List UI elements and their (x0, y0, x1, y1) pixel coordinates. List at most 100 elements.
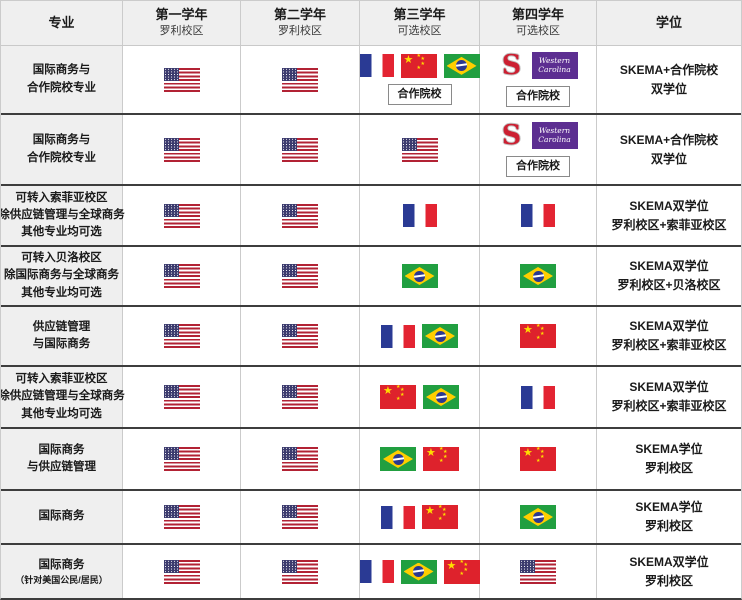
year2-cell (241, 46, 360, 113)
france-flag (381, 505, 415, 529)
western-carolina-logo: Western Carolina (531, 52, 578, 80)
table-row: 可转入索菲亚校区 除供应链管理与全球商务 其他专业均可选 SKEMA双学位 罗利校区+索… (1, 184, 741, 245)
degree-label: SKEMA双学位 (629, 198, 709, 213)
header-degree-label: 学位 (655, 14, 682, 30)
degree-label: 罗利校区+索菲亚校区 (611, 399, 727, 413)
china-flag: ★ ★ ★ ★ ★ (400, 53, 437, 78)
partner-school-box: 合作院校 (506, 85, 570, 108)
major-sublabel: （针对美国公民/居民） (15, 574, 108, 585)
table-row: 国际商务与 合作院校专业 ★ ★ ★ ★ ★ 合作院校 S Western Carolina 合作院校… (1, 45, 741, 113)
flag-group (282, 559, 318, 584)
year3-cell: ★ ★ ★ ★ ★ (360, 491, 480, 543)
flag-group (163, 67, 200, 92)
star-glyph: ★ (425, 505, 435, 517)
degree-label: SKEMA+合作院校 (619, 132, 719, 147)
table-row: 供应链管理 与国际商务 ★ ★ ★ ★ ★ SKEMA双学位 罗利校区+索菲亚校区 (1, 305, 741, 365)
degree-label: SKEMA双学位 (629, 554, 709, 569)
year2-cell (241, 307, 360, 365)
flag-group: ★ ★ ★ ★ ★ (520, 324, 556, 348)
us-flag (282, 264, 318, 288)
us-flag-canton (282, 447, 297, 460)
star-glyph: ★ (459, 570, 464, 577)
header-year3-subtitle: 可选校区 (397, 25, 442, 38)
degree-label: SKEMA学位 (635, 442, 703, 457)
flag-group: ★ ★ ★ ★ ★ (380, 385, 459, 409)
star-glyph: ★ (463, 561, 468, 568)
year2-cell (241, 247, 360, 305)
star-glyph: ★ (438, 505, 443, 510)
star-glyph: ★ (400, 387, 405, 393)
year3-cell: ★ ★ ★ ★ ★ (360, 429, 480, 489)
us-flag (520, 559, 556, 584)
us-flag (163, 559, 200, 584)
major-cell: 可转入索菲亚校区 除供应链管理与全球商务 其他专业均可选 (1, 367, 125, 427)
flag-group (401, 264, 438, 288)
degree-label: 双学位 (650, 151, 687, 166)
star-glyph: ★ (439, 447, 444, 452)
major-label: 国际商务 (38, 558, 85, 571)
china-flag: ★ ★ ★ ★ ★ (443, 559, 480, 584)
us-flag (282, 505, 318, 529)
major-label: 供应链管理 (32, 320, 91, 333)
major-label: 其他专业均可选 (21, 226, 102, 239)
brazil-globe (456, 60, 467, 72)
france-flag (402, 204, 437, 227)
major-label: 可转入索菲亚校区 (15, 373, 108, 386)
star-glyph: ★ (396, 385, 401, 390)
year3-cell: ★ ★ ★ ★ ★ 合作院校 (359, 46, 480, 113)
table-header: 专业 第一学年 罗利校区 第二学年 罗利校区 第三学年 可选校区 第四学年 可选… (1, 1, 741, 45)
star-glyph: ★ (459, 559, 464, 565)
degree-cell: SKEMA双学位 罗利校区+索菲亚校区 (597, 186, 741, 245)
star-glyph: ★ (396, 396, 401, 402)
degree-cell: SKEMA学位 罗利校区 (597, 491, 741, 543)
star-glyph: ★ (523, 324, 533, 336)
major-label: 国际商务与 (32, 64, 91, 77)
major-label: 除国际商务与全球商务 (4, 269, 119, 282)
flag-group (381, 324, 458, 348)
us-flag (282, 447, 318, 471)
brazil-flag (401, 264, 438, 288)
us-flag-canton (282, 67, 297, 81)
us-flag-canton (163, 505, 179, 518)
header-year2: 第二学年 罗利校区 (241, 1, 360, 45)
header-year1: 第一学年 罗利校区 (123, 1, 241, 45)
year1-cell (123, 545, 241, 598)
flag-group: ★ ★ ★ ★ ★ (380, 447, 459, 471)
star-glyph: ★ (536, 324, 541, 329)
flag-group (282, 264, 318, 288)
star-glyph: ★ (536, 335, 541, 341)
year4-cell (480, 545, 597, 598)
year4-cell: S Western Carolina 合作院校 (480, 46, 597, 113)
flag-group: ★ ★ ★ ★ ★ (381, 505, 458, 529)
china-flag: ★ ★ ★ ★ ★ (422, 505, 458, 529)
star-glyph: ★ (523, 447, 533, 459)
china-flag: ★ ★ ★ ★ ★ (423, 447, 459, 471)
star-glyph: ★ (536, 458, 541, 464)
table-row: 国际商务 与供应链管理 ★ ★ ★ ★ ★ ★ ★ ★ ★ ★ SKEMA学位 罗利校区 (1, 427, 741, 489)
header-year2-subtitle: 罗利校区 (278, 25, 322, 38)
degree-label: SKEMA+合作院校 (619, 62, 719, 77)
degree-cell: SKEMA+合作院校 双学位 (597, 115, 741, 184)
year2-cell (241, 429, 360, 489)
degree-label: SKEMA双学位 (629, 319, 709, 334)
major-cell: 国际商务 与供应链管理 (1, 429, 123, 489)
flag-group: S Western Carolina (499, 120, 578, 151)
partner-school-box: 合作院校 (387, 83, 452, 106)
us-flag (163, 203, 200, 228)
china-flag: ★ ★ ★ ★ ★ (520, 324, 556, 348)
major-cell: 国际商务与 合作院校专业 (1, 115, 123, 184)
star-glyph: ★ (540, 331, 545, 337)
star-glyph: ★ (463, 566, 468, 573)
table-row: 国际商务与 合作院校专业 S Western Carolina 合作院校 SKEMA+合作院… (1, 113, 741, 184)
star-glyph: ★ (443, 449, 448, 455)
year3-cell (360, 115, 480, 184)
star-glyph: ★ (443, 454, 448, 460)
flag-group (282, 505, 318, 529)
degree-label: 罗利校区 (644, 461, 693, 475)
year1-cell (123, 307, 241, 365)
us-flag (163, 67, 200, 92)
us-flag-canton (163, 385, 179, 398)
nc-state-logo: S (501, 50, 522, 82)
major-label: 与供应链管理 (27, 461, 96, 473)
brazil-flag (400, 559, 437, 584)
